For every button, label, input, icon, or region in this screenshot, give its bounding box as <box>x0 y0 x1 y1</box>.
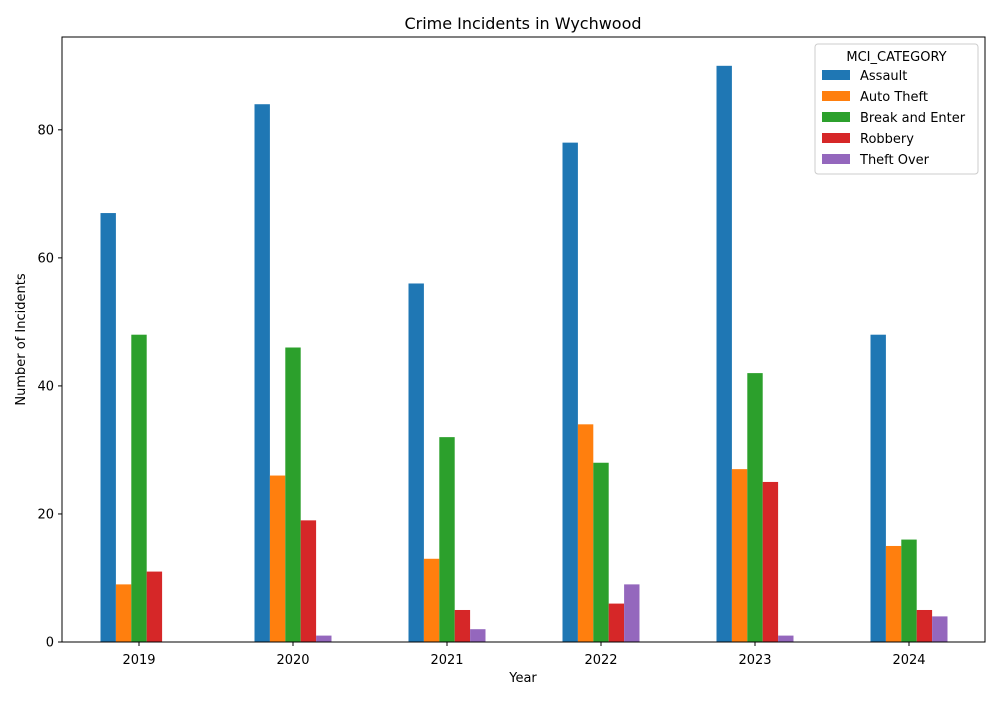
y-tick-label: 0 <box>46 636 54 651</box>
bar-theft-over-2021 <box>470 629 486 642</box>
x-axis: 2019 2020 2021 2022 2023 2024 <box>122 642 926 668</box>
x-tick-label: 2019 <box>122 653 155 668</box>
legend: MCI_CATEGORY Assault Auto Theft Break and … <box>814 43 979 175</box>
y-tick-label: 80 <box>37 123 54 138</box>
bar-break-and-enter-2020 <box>285 347 301 642</box>
legend-label: Auto Theft <box>860 90 928 105</box>
bars-group <box>100 65 948 643</box>
bar-auto-theft-2020 <box>269 475 286 642</box>
bar-theft-over-2022 <box>624 584 640 642</box>
legend-swatch <box>822 133 850 143</box>
legend-swatch <box>822 91 850 101</box>
bar-auto-theft-2019 <box>115 584 132 642</box>
legend-title: MCI_CATEGORY <box>846 50 946 65</box>
bar-auto-theft-2021 <box>423 558 440 642</box>
y-axis-label: Number of Incidents <box>14 273 29 405</box>
bar-auto-theft-2023 <box>731 469 748 642</box>
bar-break-and-enter-2022 <box>593 462 609 642</box>
legend-label: Theft Over <box>859 153 930 168</box>
bar-theft-over-2023 <box>778 635 794 642</box>
bar-assault-2022 <box>562 142 578 642</box>
bar-theft-over-2024 <box>932 616 948 642</box>
bar-theft-over-2020 <box>316 635 332 642</box>
bar-robbery-2023 <box>762 481 779 642</box>
y-axis: 0 20 40 60 80 <box>37 123 62 651</box>
legend-swatch <box>822 154 850 164</box>
x-axis-label: Year <box>508 671 537 686</box>
x-tick-label: 2021 <box>430 653 463 668</box>
bar-robbery-2022 <box>608 603 625 642</box>
bar-auto-theft-2024 <box>885 545 902 642</box>
legend-swatch <box>822 70 850 80</box>
bar-break-and-enter-2021 <box>439 437 455 642</box>
bar-assault-2024 <box>870 334 886 642</box>
bar-robbery-2020 <box>300 520 317 642</box>
bar-break-and-enter-2024 <box>901 539 917 642</box>
legend-label: Assault <box>860 69 907 84</box>
y-tick-label: 60 <box>37 251 54 266</box>
bar-robbery-2019 <box>146 571 163 642</box>
x-tick-label: 2023 <box>738 653 771 668</box>
y-tick-label: 40 <box>37 379 54 394</box>
legend-label: Robbery <box>860 132 914 147</box>
chart-title: Crime Incidents in Wychwood <box>404 14 641 33</box>
bar-robbery-2024 <box>916 609 933 642</box>
bar-assault-2020 <box>254 104 270 642</box>
bar-assault-2021 <box>408 283 424 642</box>
bar-break-and-enter-2023 <box>747 373 763 642</box>
bar-assault-2019 <box>100 213 116 642</box>
x-tick-label: 2024 <box>892 653 925 668</box>
bar-robbery-2021 <box>454 609 471 642</box>
x-tick-label: 2020 <box>276 653 309 668</box>
bar-auto-theft-2022 <box>577 424 594 642</box>
legend-label: Break and Enter <box>860 111 966 126</box>
x-tick-label: 2022 <box>584 653 617 668</box>
y-tick-label: 20 <box>37 507 54 522</box>
legend-swatch <box>822 112 850 122</box>
legend-frame <box>814 43 979 175</box>
plot-frame <box>61 36 986 643</box>
bar-break-and-enter-2019 <box>131 334 147 642</box>
bar-assault-2023 <box>716 65 732 643</box>
